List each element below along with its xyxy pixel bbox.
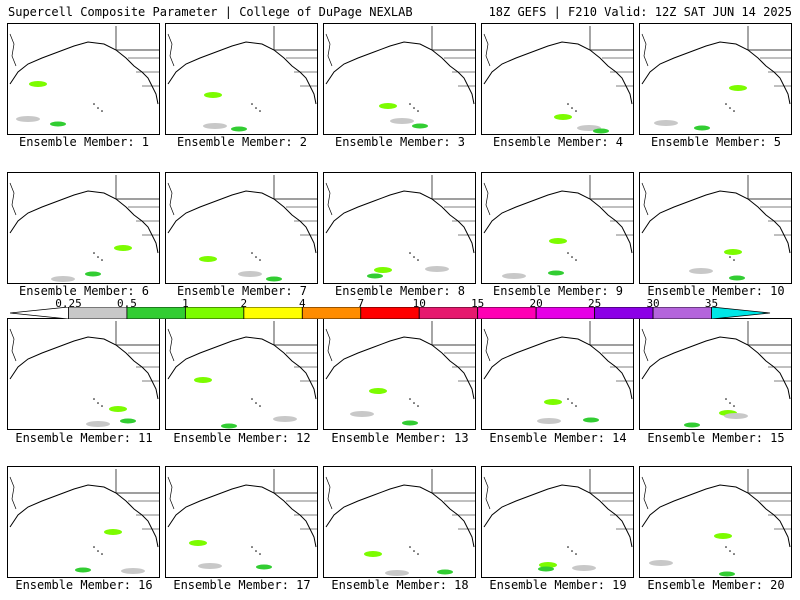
color-scale-tick: 2 [240, 297, 248, 310]
ensemble-map-panel [7, 466, 160, 578]
ensemble-map-panel [323, 172, 476, 284]
ensemble-member-label: Ensemble Member: 12 [173, 431, 311, 445]
ensemble-map-panel [165, 172, 318, 284]
color-scale-tick: 30 [646, 297, 660, 310]
color-scale-bar [10, 307, 771, 319]
ensemble-member-label: Ensemble Member: 6 [18, 284, 150, 298]
ensemble-map-panel [639, 466, 792, 578]
ensemble-member-label: Ensemble Member: 16 [15, 578, 153, 592]
ensemble-member-label: Ensemble Member: 20 [647, 578, 785, 592]
ensemble-member-label: Ensemble Member: 17 [173, 578, 311, 592]
ensemble-member-label: Ensemble Member: 8 [334, 284, 466, 298]
ensemble-map-panel [639, 172, 792, 284]
ensemble-member-label: Ensemble Member: 5 [650, 135, 782, 149]
color-scale-tick: 25 [587, 297, 602, 310]
run-valid-time: 18Z GEFS | F210 Valid: 12Z SAT JUN 14 20… [488, 5, 792, 19]
ensemble-member-label: Ensemble Member: 10 [647, 284, 785, 298]
ensemble-member-label: Ensemble Member: 19 [489, 578, 627, 592]
ensemble-member-label: Ensemble Member: 11 [15, 431, 153, 445]
ensemble-map-panel [639, 318, 792, 430]
ensemble-map-panel [323, 318, 476, 430]
color-scale-tick: 0.25 [55, 297, 82, 310]
color-scale-tick: 20 [529, 297, 543, 310]
ensemble-map-panel [481, 172, 634, 284]
color-scale-tick: 10 [412, 297, 426, 310]
ensemble-map-panel [7, 172, 160, 284]
color-scale-tick: 35 [704, 297, 719, 310]
ensemble-member-label: Ensemble Member: 9 [492, 284, 624, 298]
color-scale-tick: 4 [298, 297, 306, 310]
ensemble-map-panel [481, 466, 634, 578]
ensemble-map-panel [7, 23, 160, 135]
ensemble-member-label: Ensemble Member: 14 [489, 431, 627, 445]
ensemble-member-label: Ensemble Member: 4 [492, 135, 624, 149]
ensemble-member-label: Ensemble Member: 3 [334, 135, 466, 149]
ensemble-member-label: Ensemble Member: 2 [176, 135, 308, 149]
ensemble-map-panel [323, 466, 476, 578]
ensemble-map-panel [165, 466, 318, 578]
ensemble-map-panel [7, 318, 160, 430]
color-scale-tick: 15 [471, 297, 485, 310]
ensemble-member-label: Ensemble Member: 15 [647, 431, 785, 445]
ensemble-member-label: Ensemble Member: 18 [331, 578, 469, 592]
color-scale-tick: 0.5 [116, 297, 137, 310]
ensemble-map-panel [165, 318, 318, 430]
ensemble-map-panel [481, 23, 634, 135]
ensemble-map-panel [639, 23, 792, 135]
ensemble-member-label: Ensemble Member: 1 [18, 135, 150, 149]
ensemble-map-panel [165, 23, 318, 135]
ensemble-map-panel [481, 318, 634, 430]
ensemble-member-label: Ensemble Member: 13 [331, 431, 469, 445]
color-scale-tick: 1 [182, 297, 189, 310]
product-title: Supercell Composite Parameter | College … [8, 5, 413, 19]
color-scale-tick: 7 [357, 297, 365, 310]
ensemble-member-label: Ensemble Member: 7 [176, 284, 308, 298]
ensemble-map-panel [323, 23, 476, 135]
